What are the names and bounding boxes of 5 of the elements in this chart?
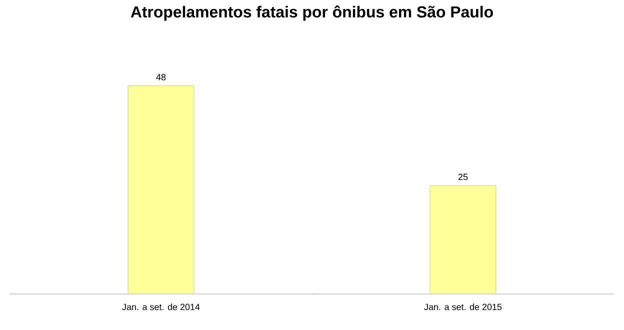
chart-title: Atropelamentos fatais por ônibus em São Paulo: [130, 6, 493, 21]
data-label: 48: [156, 74, 166, 80]
data-label: 25: [458, 174, 468, 180]
x-tick-label: Jan. a set. de 2014: [122, 304, 200, 310]
x-tick-label: Jan. a set. de 2015: [424, 304, 502, 310]
